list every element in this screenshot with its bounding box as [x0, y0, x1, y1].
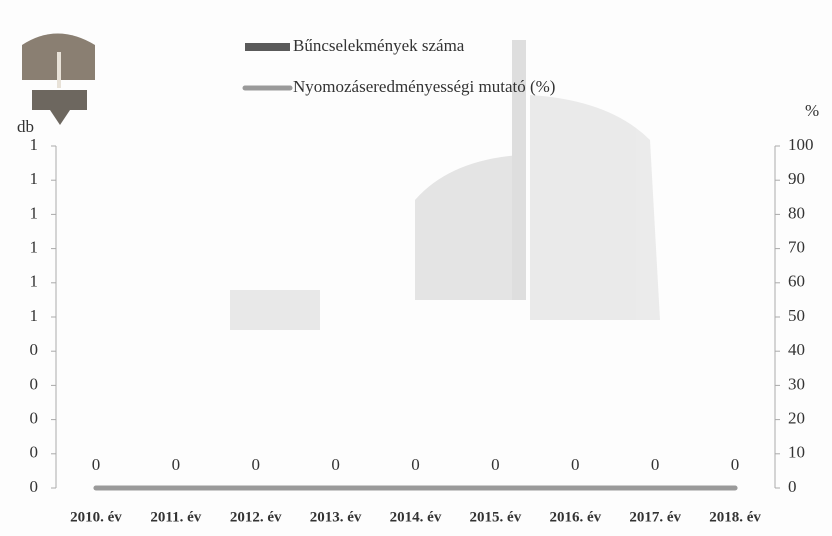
y2-tick-label: 60	[788, 272, 805, 291]
x-tick-label: 2017. év	[629, 509, 681, 525]
x-tick-label: 2010. év	[70, 509, 122, 525]
x-tick-label: 2014. év	[390, 509, 442, 525]
y2-tick-label: 80	[788, 203, 805, 222]
data-label: 0	[92, 455, 101, 474]
y-tick-label: 0	[30, 409, 39, 428]
y2-tick-label: 40	[788, 340, 805, 359]
y-tick-label: 1	[30, 238, 39, 257]
data-label: 0	[571, 455, 580, 474]
data-label: 0	[331, 455, 340, 474]
y-tick-label: 0	[30, 340, 39, 359]
y-tick-label: 0	[30, 443, 39, 462]
y2-tick-label: 10	[788, 443, 805, 462]
x-tick-label: 2016. év	[549, 509, 601, 525]
y-tick-label: 1	[30, 135, 39, 154]
y2-tick-label: 30	[788, 374, 805, 393]
x-tick-label: 2018. év	[709, 509, 761, 525]
data-label: 0	[651, 455, 660, 474]
data-label: 0	[731, 455, 740, 474]
y2-tick-label: 0	[788, 477, 797, 496]
y-tick-label: 0	[30, 374, 39, 393]
y2-axis-title: %	[805, 101, 819, 120]
x-tick-label: 2013. év	[310, 509, 362, 525]
legend-swatch	[245, 43, 290, 51]
x-tick-label: 2011. év	[150, 509, 201, 525]
y-tick-label: 1	[30, 272, 39, 291]
data-label: 0	[251, 455, 260, 474]
x-tick-label: 2015. év	[470, 509, 522, 525]
y-tick-label: 1	[30, 203, 39, 222]
data-label: 0	[411, 455, 420, 474]
data-label: 0	[491, 455, 500, 474]
y-tick-label: 1	[30, 306, 39, 325]
y2-tick-label: 20	[788, 409, 805, 428]
legend-label: Nyomozáseredményességi mutató (%)	[293, 77, 555, 96]
y2-tick-label: 70	[788, 238, 805, 257]
y2-tick-label: 90	[788, 169, 805, 188]
background-photo	[230, 40, 660, 330]
data-label: 0	[172, 455, 181, 474]
y-tick-label: 1	[30, 169, 39, 188]
y-tick-label: 0	[30, 477, 39, 496]
logo	[22, 33, 95, 125]
y2-tick-label: 50	[788, 306, 805, 325]
x-tick-label: 2012. év	[230, 509, 282, 525]
y2-tick-label: 100	[788, 135, 814, 154]
y-axis-title: db	[17, 117, 34, 136]
legend-label: Bűncselekmények száma	[293, 36, 465, 55]
